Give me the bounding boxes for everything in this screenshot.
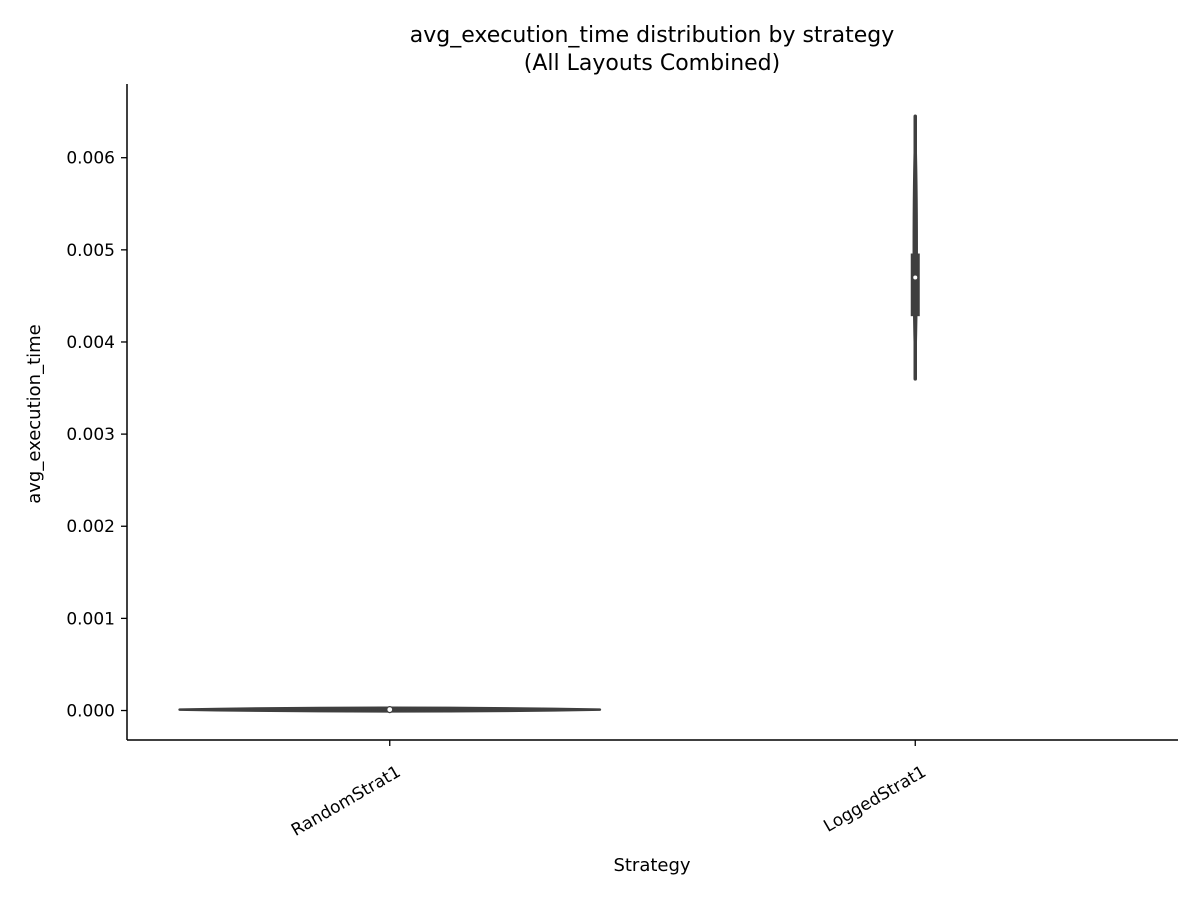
y-tick-label: 0.003	[66, 425, 115, 445]
violin-median	[386, 705, 394, 714]
y-tick-label: 0.000	[66, 702, 115, 722]
x-axis-label: Strategy	[613, 855, 690, 876]
x-tick-label: RandomStrat1	[288, 762, 404, 841]
y-tick-label: 0.005	[66, 241, 115, 261]
chart-title-line2: (All Layouts Combined)	[524, 51, 780, 76]
violin-iqr-box	[910, 253, 920, 317]
y-tick-label: 0.006	[66, 149, 115, 169]
violin-median	[913, 275, 918, 280]
x-ticks: RandomStrat1 LoggedStrat1	[288, 740, 930, 841]
chart-title-line1: avg_execution_time distribution by strat…	[410, 23, 894, 48]
y-ticks: 0.000 0.001 0.002 0.003 0.004 0.005 0.006	[66, 149, 127, 722]
violins	[178, 114, 920, 714]
y-tick-label: 0.002	[66, 517, 115, 537]
x-tick-label: LoggedStrat1	[820, 762, 929, 837]
y-axis-label: avg_execution_time	[24, 324, 45, 504]
y-tick-label: 0.004	[66, 333, 115, 353]
y-tick-label: 0.001	[66, 609, 115, 629]
